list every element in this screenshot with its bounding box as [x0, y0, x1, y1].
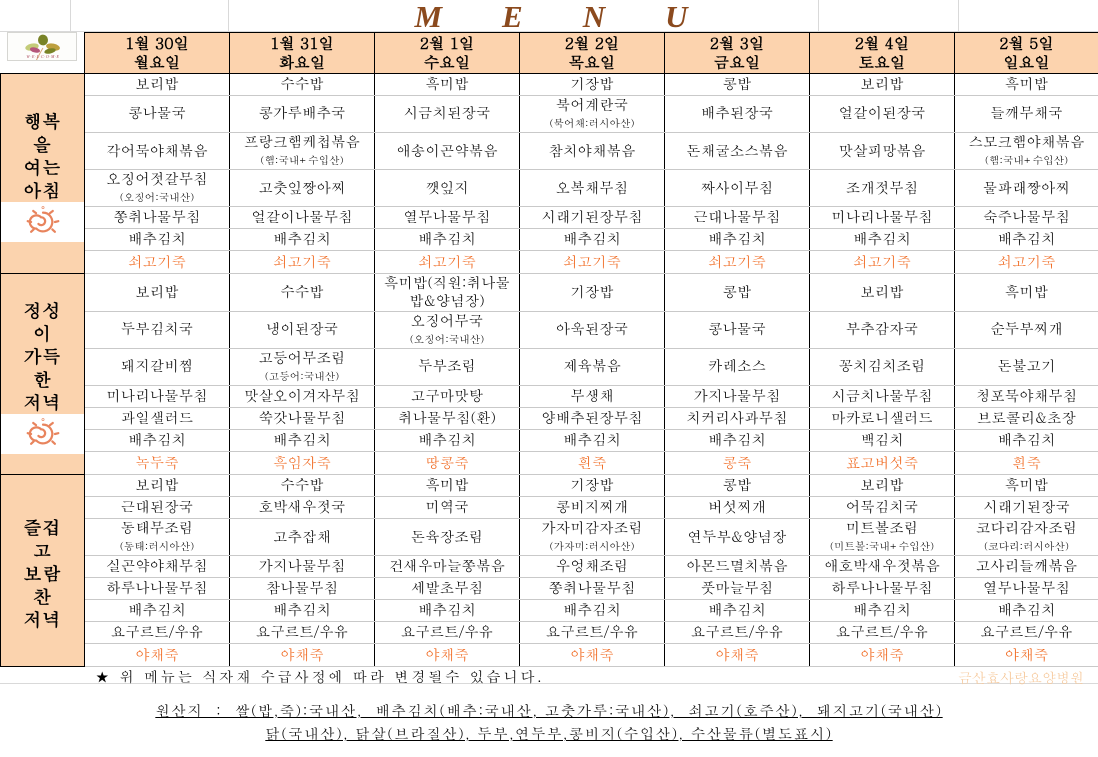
svg-text:W·E·L·C·O·M·E: W·E·L·C·O·M·E — [26, 54, 59, 59]
